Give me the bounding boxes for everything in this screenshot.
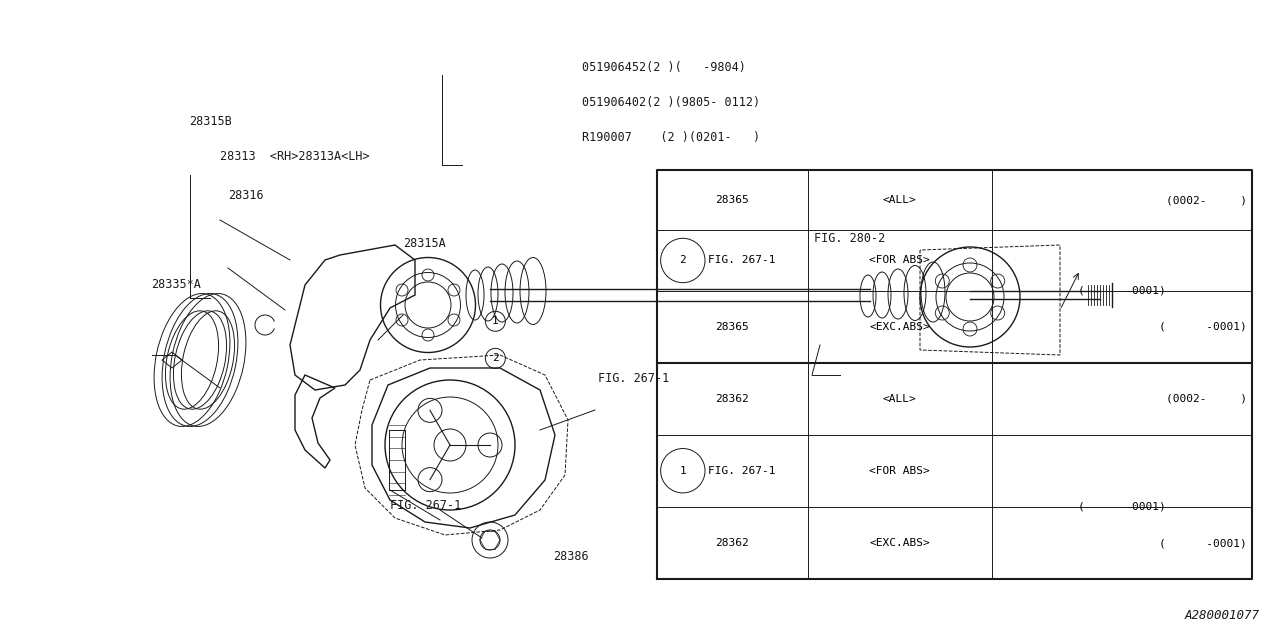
- Text: 051906402(2 )(9805- 0112): 051906402(2 )(9805- 0112): [582, 96, 760, 109]
- Text: 1: 1: [680, 466, 686, 476]
- Text: FIG. 267-1: FIG. 267-1: [598, 372, 669, 385]
- Text: FIG. 267-1: FIG. 267-1: [390, 499, 462, 512]
- Text: <EXC.ABS>: <EXC.ABS>: [869, 322, 931, 332]
- Text: 2: 2: [680, 255, 686, 266]
- Text: 28316: 28316: [228, 189, 264, 202]
- Text: <FOR ABS>: <FOR ABS>: [869, 255, 931, 266]
- Text: 28315B: 28315B: [189, 115, 232, 128]
- Text: R190007    (2 )(0201-   ): R190007 (2 )(0201- ): [582, 131, 760, 144]
- Text: FIG. 267-1: FIG. 267-1: [708, 466, 776, 476]
- Text: FIG. 280-2: FIG. 280-2: [814, 232, 886, 244]
- Text: 28313  <RH>28313A<LH>: 28313 <RH>28313A<LH>: [220, 150, 370, 163]
- Text: (      -0001): ( -0001): [1078, 502, 1166, 512]
- Text: 28335*A: 28335*A: [151, 278, 201, 291]
- Text: 28362: 28362: [716, 538, 749, 548]
- Text: (0002-     ): (0002- ): [1166, 195, 1247, 205]
- Text: 28365: 28365: [716, 195, 749, 205]
- Text: 28362: 28362: [716, 394, 749, 404]
- Text: FIG. 267-1: FIG. 267-1: [708, 255, 776, 266]
- Text: 28386: 28386: [553, 550, 589, 563]
- Text: 28315A: 28315A: [403, 237, 445, 250]
- Text: <ALL>: <ALL>: [883, 195, 916, 205]
- Text: <EXC.ABS>: <EXC.ABS>: [869, 538, 931, 548]
- Text: (0002-     ): (0002- ): [1166, 394, 1247, 404]
- Text: <FOR ABS>: <FOR ABS>: [869, 466, 931, 476]
- Text: 2: 2: [492, 353, 499, 364]
- Text: (      -0001): ( -0001): [1078, 285, 1166, 296]
- Text: (      -0001): ( -0001): [1160, 538, 1247, 548]
- Text: (      -0001): ( -0001): [1160, 322, 1247, 332]
- Text: <ALL>: <ALL>: [883, 394, 916, 404]
- Text: 28365: 28365: [716, 322, 749, 332]
- Text: 051906452(2 )(   -9804): 051906452(2 )( -9804): [582, 61, 746, 74]
- Text: 1: 1: [492, 316, 499, 326]
- Text: A280001077: A280001077: [1185, 609, 1260, 622]
